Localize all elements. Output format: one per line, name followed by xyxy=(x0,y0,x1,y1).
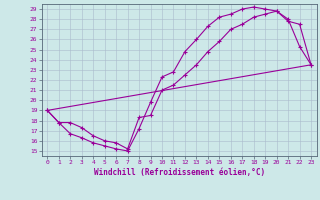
X-axis label: Windchill (Refroidissement éolien,°C): Windchill (Refroidissement éolien,°C) xyxy=(94,168,265,177)
